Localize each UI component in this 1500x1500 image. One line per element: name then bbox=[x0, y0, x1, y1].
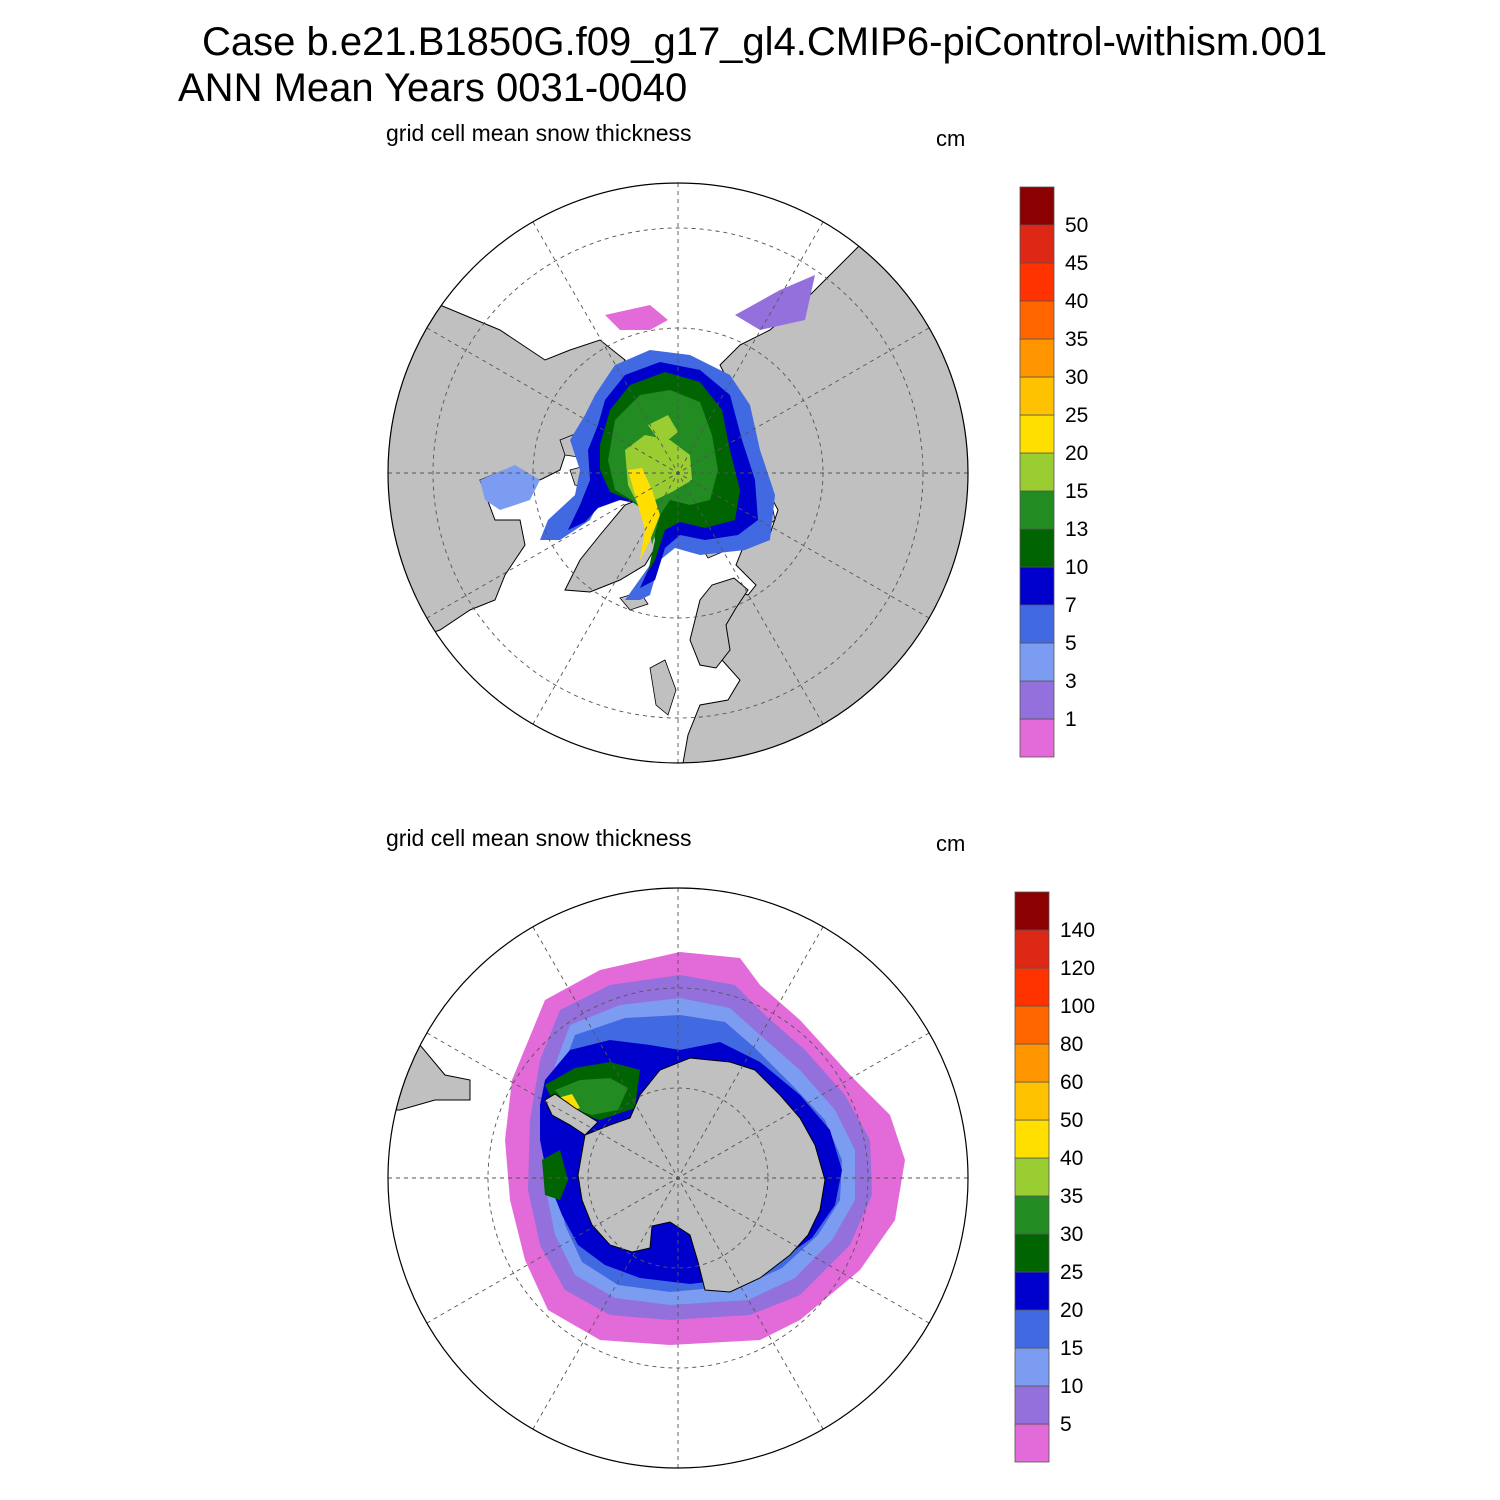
south-colorbar-tick-label: 25 bbox=[1060, 1261, 1083, 1284]
north-colorbar-tick-label: 30 bbox=[1065, 366, 1088, 389]
south-colorbar-tick-label: 10 bbox=[1060, 1375, 1083, 1398]
south-colorbar-tick-label: 60 bbox=[1060, 1071, 1083, 1094]
north-colorbar-box bbox=[1019, 566, 1055, 606]
south-colorbar-box bbox=[1014, 1195, 1050, 1235]
north-colorbar-box bbox=[1019, 452, 1055, 492]
south-colorbar: 5 10 15 20 25 30 35 40 50 60 80 100 120 140 bbox=[1014, 891, 1095, 1463]
south-map-border bbox=[387, 887, 969, 1469]
south-colorbar-tick-label: 120 bbox=[1060, 957, 1095, 980]
south-colorbar-tick-label: 140 bbox=[1060, 919, 1095, 942]
north-colorbar-box bbox=[1019, 642, 1055, 682]
north-colorbar-tick-label: 3 bbox=[1065, 670, 1077, 693]
north-colorbar-tick-label: 35 bbox=[1065, 328, 1088, 351]
south-colorbar-box bbox=[1014, 967, 1050, 1007]
south-colorbar-box bbox=[1014, 1385, 1050, 1425]
south-graticule bbox=[388, 888, 968, 1468]
south-colorbar-box bbox=[1014, 891, 1050, 931]
north-colorbar-box bbox=[1019, 414, 1055, 454]
north-panel-title: grid cell mean snow thickness bbox=[386, 120, 692, 146]
south-colorbar-box bbox=[1014, 1309, 1050, 1349]
south-colorbar-box bbox=[1014, 929, 1050, 969]
north-colorbar-tick-label: 40 bbox=[1065, 290, 1088, 313]
south-panel-title: grid cell mean snow thickness bbox=[386, 825, 692, 851]
south-colorbar-tick-label: 30 bbox=[1060, 1223, 1083, 1246]
north-colorbar-box bbox=[1019, 718, 1055, 758]
south-colorbar-box bbox=[1014, 1081, 1050, 1121]
north-colorbar-tick-label: 25 bbox=[1065, 404, 1088, 427]
north-colorbar-box bbox=[1019, 604, 1055, 644]
north-colorbar-box bbox=[1019, 186, 1055, 226]
south-colorbar-box bbox=[1014, 1423, 1050, 1463]
north-colorbar-box bbox=[1019, 300, 1055, 340]
north-colorbar-tick-label: 1 bbox=[1065, 708, 1077, 731]
south-colorbar-tick-label: 20 bbox=[1060, 1299, 1083, 1322]
north-colorbar-tick-label: 10 bbox=[1065, 556, 1088, 579]
antarctic-peninsula-landmass bbox=[544, 1093, 599, 1136]
north-snow-level-1 bbox=[735, 275, 815, 330]
north-polar-map bbox=[387, 182, 969, 764]
north-colorbar-box bbox=[1019, 338, 1055, 378]
north-snow-level-0 bbox=[605, 305, 668, 330]
north-colorbar-tick-label: 13 bbox=[1065, 518, 1088, 541]
south-colorbar-tick-label: 40 bbox=[1060, 1147, 1083, 1170]
chart-title-line1: Case b.e21.B1850G.f09_g17_gl4.CMIP6-piCo… bbox=[202, 20, 1328, 64]
south-colorbar-box bbox=[1014, 1233, 1050, 1273]
scandinavia-landmass bbox=[689, 577, 749, 669]
north-graticule bbox=[388, 183, 968, 763]
south-colorbar-box bbox=[1014, 1005, 1050, 1045]
north-colorbar-tick-label: 5 bbox=[1065, 632, 1077, 655]
south-colorbar-tick-label: 80 bbox=[1060, 1033, 1083, 1056]
north-snow-level-8 bbox=[628, 468, 660, 560]
south-units-label: cm bbox=[936, 831, 966, 856]
south-colorbar-tick-label: 15 bbox=[1060, 1337, 1083, 1360]
south-colorbar-tick-label: 50 bbox=[1060, 1109, 1083, 1132]
north-colorbar-box bbox=[1019, 680, 1055, 720]
south-colorbar-box bbox=[1014, 1347, 1050, 1387]
south-colorbar-tick-label: 5 bbox=[1060, 1413, 1072, 1436]
south-snow-level-5b bbox=[542, 1150, 568, 1200]
south-colorbar-box bbox=[1014, 1271, 1050, 1311]
north-colorbar-tick-label: 7 bbox=[1065, 594, 1077, 617]
south-polar-map bbox=[387, 887, 969, 1469]
north-colorbar-box bbox=[1019, 224, 1055, 264]
north-snow-level-7b bbox=[648, 415, 678, 445]
british-isles-landmass bbox=[649, 659, 677, 716]
north-colorbar-tick-label: 15 bbox=[1065, 480, 1088, 503]
south-colorbar-tick-label: 35 bbox=[1060, 1185, 1083, 1208]
north-snow-level-2 bbox=[480, 465, 540, 510]
north-units-label: cm bbox=[936, 126, 966, 151]
north-colorbar-box bbox=[1019, 490, 1055, 530]
chart-title-line2: ANN Mean Years 0031-0040 bbox=[178, 66, 688, 110]
north-colorbar-box bbox=[1019, 528, 1055, 568]
south-colorbar-box bbox=[1014, 1119, 1050, 1159]
antarctica-landmass bbox=[577, 1057, 826, 1293]
south-colorbar-tick-label: 100 bbox=[1060, 995, 1095, 1018]
north-colorbar-tick-label: 45 bbox=[1065, 252, 1088, 275]
south-colorbar-box bbox=[1014, 1157, 1050, 1197]
south-colorbar-box bbox=[1014, 1043, 1050, 1083]
north-colorbar-box bbox=[1019, 262, 1055, 302]
north-colorbar-tick-label: 50 bbox=[1065, 214, 1088, 237]
north-colorbar-box bbox=[1019, 376, 1055, 416]
north-map-border bbox=[387, 182, 969, 764]
north-colorbar-tick-label: 20 bbox=[1065, 442, 1088, 465]
